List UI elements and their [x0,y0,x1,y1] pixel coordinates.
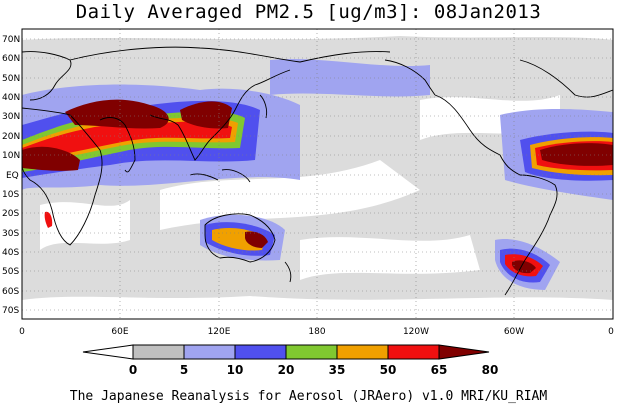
lon-label: 60W [504,327,524,337]
colorbar-label: 80 [482,363,499,377]
colorbar-swatch [183,344,236,360]
lat-label: 70S [2,306,19,316]
lon-label: 0 [608,327,614,337]
colorbar-swatch [132,344,185,360]
lon-label: 60E [111,327,128,337]
lon-label: 120W [403,327,429,337]
lat-label: 50N [2,74,20,84]
lat-label: 60S [2,287,19,297]
latitude-labels: 70N 60N 50N 40N 30N 20N 10N EQ 10S 20S 3… [2,35,20,316]
colorbar-label: 50 [380,363,397,377]
colorbar-label: 10 [227,363,244,377]
colorbar-swatch [234,344,287,360]
colorbar-label: 5 [180,363,188,377]
colorbar-swatch [438,344,490,360]
gridlines [22,29,613,319]
lat-label: 30N [2,112,20,122]
lat-label: 50S [2,267,19,277]
colorbar-label: 20 [278,363,295,377]
colorbar-swatch [82,344,134,360]
map-title: Daily Averaged PM2.5 [ug/m3]: 08Jan2013 [75,1,542,23]
colorbar-label: 0 [129,363,137,377]
lon-label: 0 [19,327,25,337]
lat-label: 20S [2,209,19,219]
footer-credit: The Japanese Reanalysis for Aerosol (JRA… [69,389,548,404]
lat-label: 20N [2,132,20,142]
lat-label: 40S [2,248,19,258]
colorbar-swatch [336,344,389,360]
colorbar-swatch [387,344,440,360]
concentration-field [22,36,613,300]
lat-label: 70N [2,35,20,45]
colorbar-label: 65 [431,363,448,377]
map-frame [21,28,614,320]
lon-label: 120E [208,327,231,337]
colorbar: 0 5 10 20 35 50 65 80 [82,344,499,377]
lat-label: 10S [2,190,19,200]
colorbar-swatch [285,344,338,360]
coastlines [22,46,613,296]
lat-label: 40N [2,93,20,103]
lat-label: 60N [2,54,20,64]
lon-label: 180 [308,327,325,337]
colorbar-label: 35 [329,363,346,377]
lat-label: EQ [6,171,19,181]
lat-label: 30S [2,229,19,239]
lat-label: 10N [2,151,20,161]
longitude-labels: 0 60E 120E 180 120W 60W 0 [19,327,614,337]
